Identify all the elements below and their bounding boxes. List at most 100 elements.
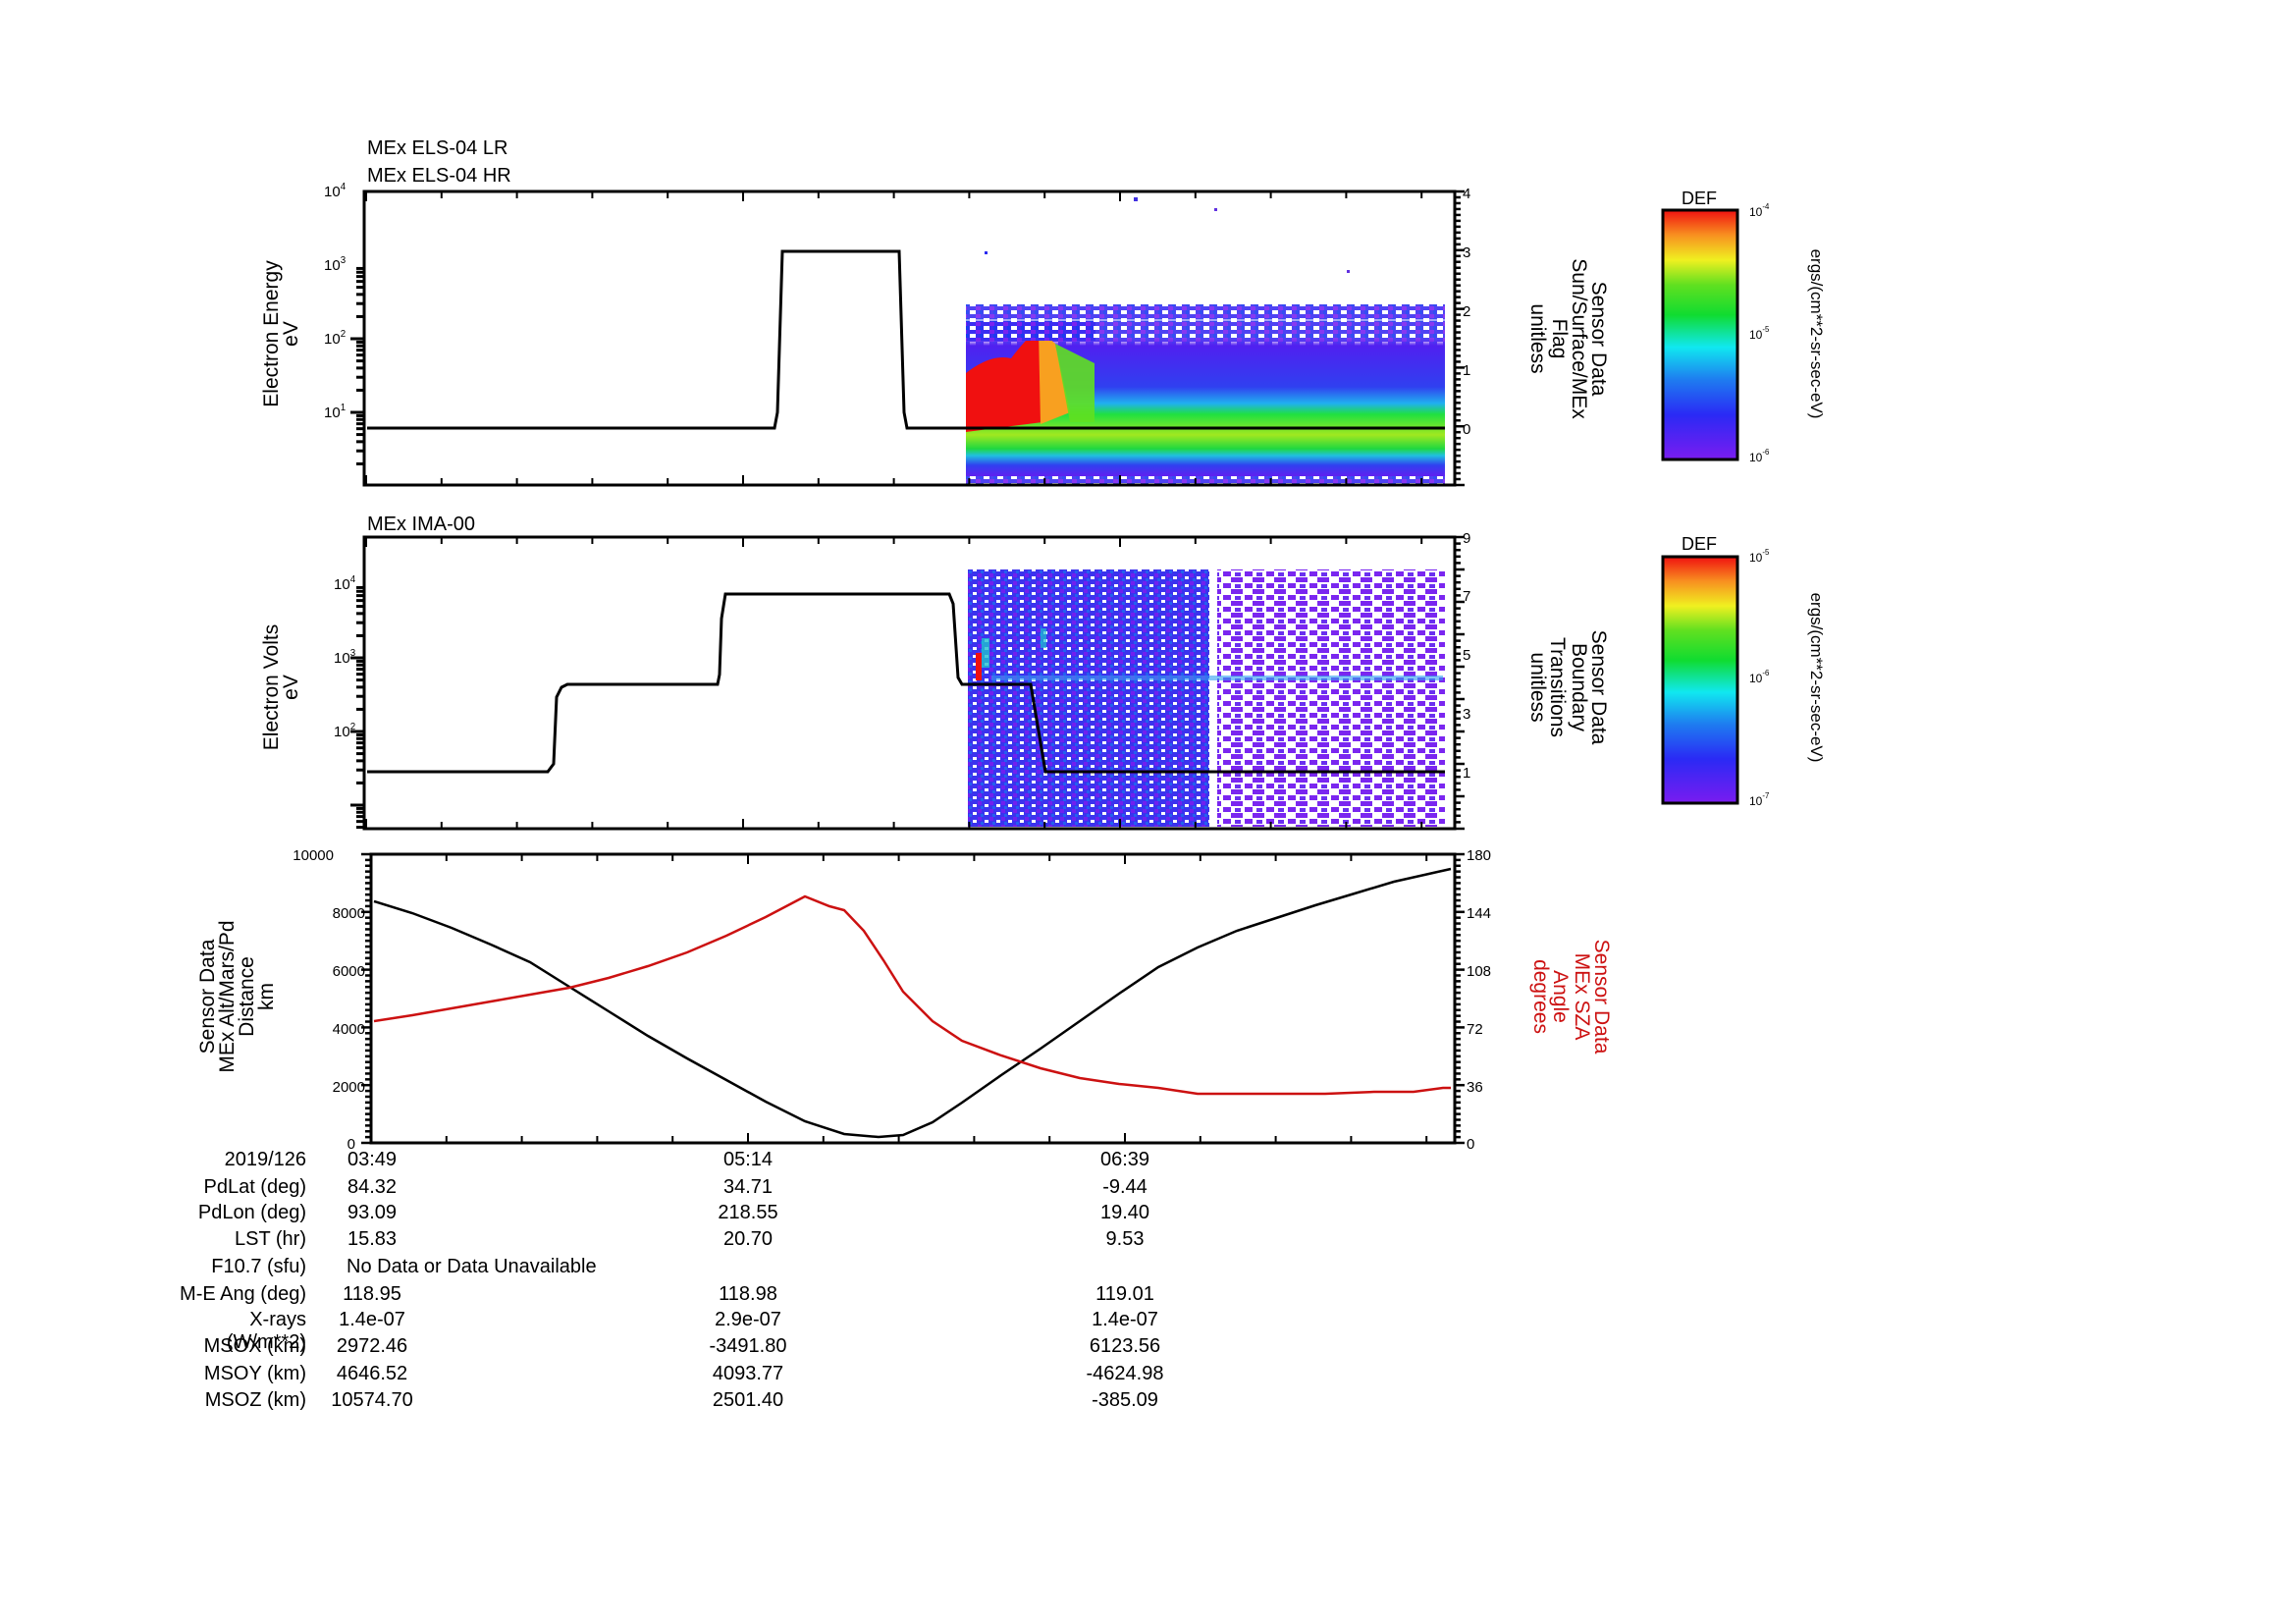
top-right-tick: 4 [1463, 186, 1470, 202]
bottom-right-tick: 108 [1467, 963, 1491, 980]
bottom-panel-ticks [361, 852, 1465, 1145]
svg-text:10-7: 10-7 [1749, 791, 1769, 808]
bottom-right-tick: 72 [1467, 1021, 1483, 1038]
boundary-transition-line [367, 592, 1445, 774]
ephem-value: 2972.46 [336, 1335, 408, 1357]
top-left-tick: 104 [324, 182, 347, 200]
ephem-value: 15.83 [347, 1228, 398, 1250]
middle-panel: MEx IMA-00 104 103 102 9 7 5 3 1 Electro… [260, 514, 1826, 831]
ephem-label: PdLon (deg) [197, 1202, 306, 1223]
ephem-label: MSOY (km) [203, 1363, 306, 1384]
middle-left-tick: 102 [334, 722, 355, 740]
ephem-label: M-E Ang (deg) [180, 1283, 306, 1305]
middle-left-axis-label: Electron Volts eV [260, 624, 302, 750]
middle-panel-title: MEx IMA-00 [367, 514, 475, 535]
ephem-value: 118.95 [343, 1283, 401, 1305]
svg-text:MEx Alt/Mars/Pd: MEx Alt/Mars/Pd [216, 920, 239, 1072]
top-left-tick: 102 [324, 329, 346, 348]
ephem-value: 06:39 [1099, 1149, 1150, 1170]
svg-text:Distance: Distance [236, 956, 258, 1037]
ephem-label: MSOZ (km) [204, 1389, 306, 1411]
sza-line [373, 894, 1451, 1096]
svg-text:Sun/Surface/MEx: Sun/Surface/MEx [1568, 258, 1590, 419]
svg-text:degrees: degrees [1529, 959, 1552, 1034]
svg-text:10-4: 10-4 [1749, 202, 1770, 219]
ephem-value: 03:49 [347, 1149, 398, 1170]
svg-text:eV: eV [280, 675, 302, 700]
bottom-left-tick: 10000 [293, 847, 334, 864]
middle-right-axis-label: Sensor Data Boundary Transitions unitles… [1526, 630, 1610, 745]
svg-text:10-5: 10-5 [1749, 325, 1770, 342]
svg-text:Sensor Data: Sensor Data [1590, 940, 1613, 1055]
bottom-left-tick: 4000 [333, 1021, 365, 1038]
ephem-value: 1.4e-07 [339, 1309, 405, 1330]
ephem-value: 2.9e-07 [715, 1309, 781, 1330]
bottom-left-tick: 8000 [333, 905, 365, 922]
ephem-value: 4646.52 [336, 1363, 408, 1384]
middle-right-tick: 5 [1463, 647, 1470, 664]
ephem-value: 218.55 [718, 1202, 778, 1223]
top-panel-title-1: MEx ELS-04 LR [367, 137, 507, 159]
svg-text:km: km [255, 983, 278, 1010]
top-right-axis-label: Sensor Data Sun/Surface/MEx Flag unitles… [1526, 258, 1610, 419]
middle-colorbar: DEF 10-5 10-6 10-7 ergs/(cm**2-sr-sec-eV… [1661, 534, 1826, 808]
bottom-left-axis-label: Sensor Data MEx Alt/Mars/Pd Distance km [196, 920, 278, 1072]
colorbar-units: ergs/(cm**2-sr-sec-eV) [1807, 249, 1826, 419]
svg-text:eV: eV [280, 321, 302, 347]
top-right-tick: 2 [1463, 303, 1470, 320]
colorbar-title: DEF [1682, 534, 1717, 554]
bottom-panel: 10000 8000 6000 4000 2000 0 180 144 108 … [196, 847, 1613, 1153]
middle-left-tick: 103 [334, 648, 355, 667]
svg-text:10-5: 10-5 [1749, 548, 1770, 565]
top-panel-ticks [350, 189, 1465, 487]
svg-text:Boundary: Boundary [1568, 643, 1590, 731]
bottom-right-tick: 144 [1467, 905, 1491, 922]
ephem-label: LST (hr) [235, 1228, 306, 1250]
ephem-value: 05:14 [722, 1149, 774, 1170]
svg-text:Transitions: Transitions [1546, 637, 1569, 737]
colorbar-title: DEF [1682, 189, 1717, 208]
ephem-span-value: No Data or Data Unavailable [347, 1256, 597, 1277]
svg-text:Electron Energy: Electron Energy [260, 260, 283, 407]
ephem-value: 118.98 [719, 1283, 777, 1305]
top-left-tick: 103 [324, 255, 346, 274]
top-panel-title-2: MEx ELS-04 HR [367, 165, 511, 187]
svg-text:Sensor Data: Sensor Data [196, 939, 219, 1054]
ephem-label: PdLat (deg) [203, 1176, 306, 1198]
top-left-tick: 101 [324, 403, 346, 421]
ephem-label: 2019/126 [224, 1149, 306, 1170]
bottom-right-tick: 0 [1467, 1136, 1474, 1153]
bottom-left-tick: 2000 [333, 1079, 365, 1096]
ephem-value: 93.09 [347, 1202, 398, 1223]
middle-right-tick: 1 [1463, 765, 1470, 782]
bottom-left-tick: 6000 [333, 963, 365, 980]
bottom-right-tick: 36 [1467, 1079, 1483, 1096]
bottom-right-tick: 180 [1467, 847, 1491, 864]
top-right-tick: 3 [1463, 244, 1470, 261]
svg-text:Sensor Data: Sensor Data [1587, 282, 1610, 397]
svg-text:unitless: unitless [1526, 303, 1549, 373]
svg-text:unitless: unitless [1526, 652, 1549, 722]
top-right-tick: 0 [1463, 421, 1470, 438]
flag-line [367, 249, 1445, 430]
svg-text:10-6: 10-6 [1749, 448, 1769, 464]
ephem-value: 4093.77 [712, 1363, 784, 1384]
top-left-axis-label: Electron Energy eV [260, 260, 302, 407]
ephem-value: 1.4e-07 [1092, 1309, 1158, 1330]
svg-text:MEx SZA: MEx SZA [1571, 953, 1593, 1041]
bottom-right-axis-label: Sensor Data MEx SZA Angle degrees [1529, 940, 1613, 1055]
svg-text:Electron Volts: Electron Volts [260, 624, 283, 750]
ephem-value: 9.53 [1105, 1228, 1145, 1250]
middle-panel-frame [362, 535, 1457, 831]
svg-text:Flag: Flag [1548, 319, 1571, 359]
middle-right-tick: 3 [1463, 706, 1470, 723]
svg-text:Sensor Data: Sensor Data [1587, 630, 1610, 745]
els-spectrogram [966, 197, 1445, 485]
ephem-value: 20.70 [722, 1228, 774, 1250]
ephem-value: 119.01 [1095, 1283, 1154, 1305]
bottom-panel-frame [369, 852, 1457, 1145]
middle-panel-ticks [350, 535, 1465, 831]
top-colorbar: DEF 10-4 10-5 10-6 ergs/(cm**2-sr-sec-eV… [1661, 189, 1826, 464]
ima-spectrogram [968, 569, 1445, 827]
svg-text:Angle: Angle [1549, 970, 1572, 1023]
